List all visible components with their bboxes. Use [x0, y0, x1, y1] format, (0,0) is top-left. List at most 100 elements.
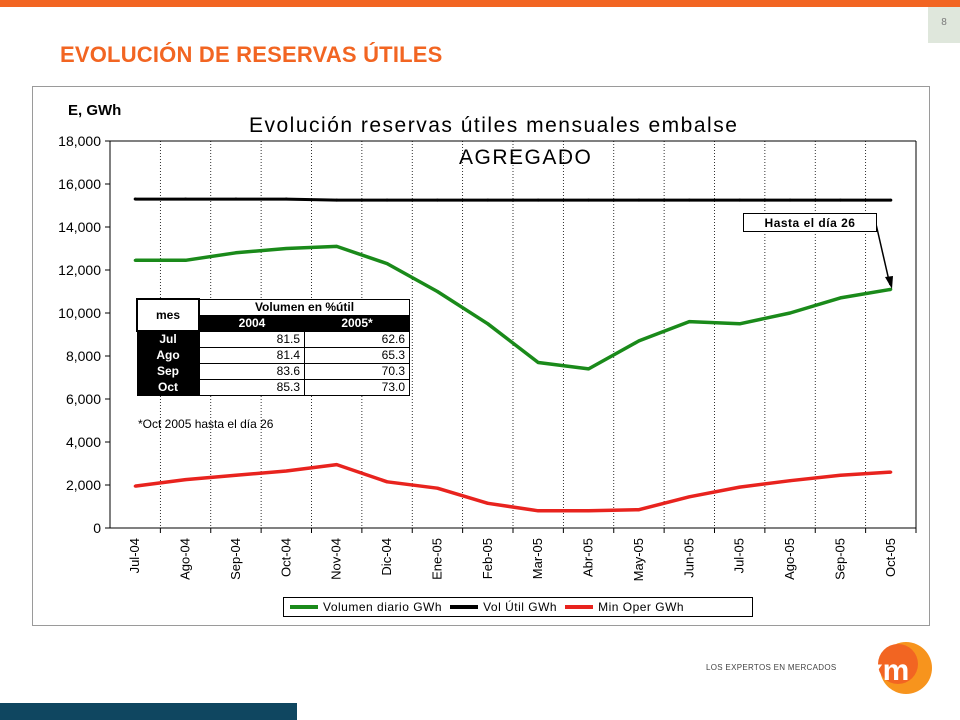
y-tick-label: 8,000: [66, 348, 101, 364]
data-point: [587, 367, 591, 371]
legend-item: Min Oper GWh: [565, 600, 684, 614]
top-accent-bar: [0, 0, 960, 7]
y-tick-label: 10,000: [58, 305, 101, 321]
data-point: [738, 485, 742, 489]
inset-note: *Oct 2005 hasta el día 26: [138, 417, 274, 431]
inset-header-mes: mes: [136, 298, 200, 332]
data-point: [335, 244, 339, 248]
inset-cell: 70.3: [304, 363, 410, 380]
y-tick-label: 14,000: [58, 219, 101, 235]
legend-swatch-min-oper: [565, 605, 594, 609]
data-point: [889, 198, 893, 202]
data-point: [184, 197, 188, 201]
data-point: [838, 296, 842, 300]
y-tick-label: 6,000: [66, 391, 101, 407]
data-point: [587, 198, 591, 202]
inset-cell: 81.5: [198, 330, 305, 348]
data-point: [284, 247, 288, 250]
data-point: [133, 484, 137, 488]
data-point: [889, 470, 893, 474]
inset-cell: 73.0: [304, 379, 410, 396]
series-lines: [133, 197, 893, 513]
data-point: [385, 480, 389, 484]
x-tick-label: Ago-04: [178, 538, 193, 580]
data-point: [234, 473, 238, 477]
chart-legend: Volumen diario GWh Vol Útil GWh Min Oper…: [283, 597, 753, 617]
x-tick-labels: Jul-04 Ago-04 Sep-04 Oct-04 Nov-04 Dic-04 Ene-…: [127, 538, 898, 581]
svg-text:xm: xm: [866, 654, 909, 687]
x-tick-label: Jul-05: [732, 538, 747, 573]
inset-row-label: Jul: [136, 330, 200, 348]
x-tick-label: Ene-05: [429, 538, 444, 580]
data-point: [133, 258, 137, 262]
inset-cell: 83.6: [198, 363, 305, 380]
inset-cell: 65.3: [304, 347, 410, 364]
inset-row-label: Ago: [136, 347, 200, 364]
annotation-arrow: [875, 223, 891, 286]
data-point: [637, 508, 641, 512]
legend-label: Volumen diario GWh: [323, 600, 443, 614]
page-number-badge: 8: [928, 7, 960, 43]
inset-table: mes Volumen en %útil 2004 2005* Jul 81.5…: [136, 298, 410, 396]
data-point: [687, 495, 691, 499]
x-tick-label: May-05: [631, 538, 646, 581]
table-row: Oct 85.3 73.0: [136, 379, 410, 396]
data-point: [738, 198, 742, 202]
x-tick-label: Sep-04: [228, 538, 243, 580]
inset-cell: 62.6: [304, 330, 410, 348]
y-tick-label: 4,000: [66, 434, 101, 450]
y-tick-label: 2,000: [66, 477, 101, 493]
y-axis-label: E, GWh: [68, 102, 122, 119]
data-point: [788, 198, 792, 202]
x-tick-label: Oct-05: [883, 538, 898, 577]
data-point: [838, 198, 842, 202]
data-point: [385, 198, 389, 202]
data-point: [184, 478, 188, 482]
data-point: [587, 509, 591, 513]
data-point: [536, 360, 540, 364]
x-tick-label: Ago-05: [782, 538, 797, 580]
data-point: [536, 198, 540, 202]
data-point: [486, 501, 490, 505]
data-point: [838, 473, 842, 477]
table-row: Ago 81.4 65.3: [136, 347, 410, 364]
series-line-1: [135, 197, 891, 202]
inset-cell: 81.4: [198, 347, 305, 364]
legend-swatch-volumen: [290, 605, 318, 609]
data-point: [184, 258, 188, 262]
data-point: [637, 198, 641, 202]
data-point: [234, 251, 238, 255]
legend-label: Min Oper GWh: [598, 600, 685, 614]
table-row: Sep 83.6 70.3: [136, 363, 410, 380]
inset-row-label: Oct: [136, 379, 200, 396]
data-point: [486, 198, 490, 202]
page-number: 8: [941, 17, 947, 28]
table-row: Jul 81.5 62.6: [136, 330, 410, 348]
data-point: [536, 509, 540, 513]
series-line-2: [134, 462, 891, 513]
x-tick-label: Jul-04: [127, 538, 142, 573]
data-point: [738, 322, 742, 326]
inset-cell: 85.3: [198, 379, 305, 396]
xm-logo-icon: xm: [866, 642, 932, 694]
legend-item: Vol Útil GWh: [450, 600, 557, 614]
x-tick-label: Jun-05: [681, 538, 696, 578]
series-line-0: [135, 244, 892, 371]
y-tick-label: 12,000: [58, 262, 101, 278]
data-point: [435, 486, 439, 490]
x-tick-label: Abr-05: [581, 538, 596, 577]
x-tick-label: Oct-04: [278, 538, 293, 577]
data-point: [889, 287, 893, 291]
chart-subtitle: AGREGADO: [459, 146, 593, 169]
data-point: [385, 262, 389, 266]
legend-swatch-vol-util: [450, 605, 479, 609]
y-tick-label: 0: [93, 520, 101, 536]
data-point: [486, 322, 490, 326]
data-point: [687, 320, 691, 324]
data-point: [435, 198, 439, 202]
data-point: [234, 197, 238, 201]
x-tick-label: Nov-04: [329, 538, 344, 580]
data-point: [788, 311, 792, 315]
data-point: [435, 290, 439, 293]
